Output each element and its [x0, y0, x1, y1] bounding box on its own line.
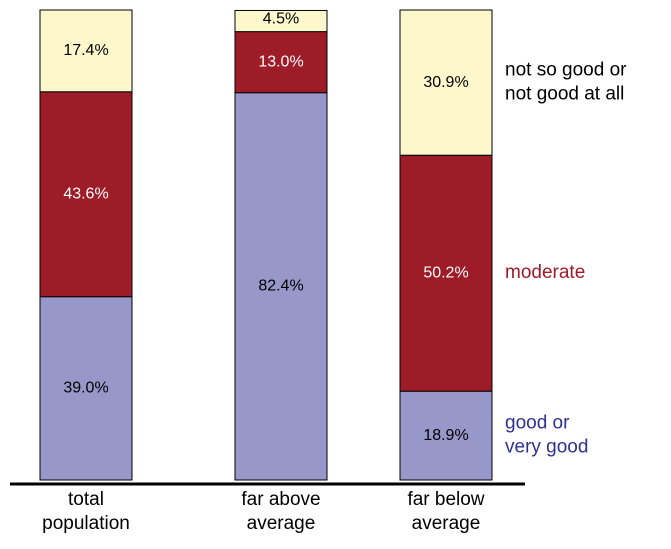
x-tick-label: far above average — [241, 489, 320, 534]
legend-label: good or very good — [505, 413, 588, 458]
value-label: 18.9% — [423, 427, 468, 444]
legend-label: not so good or not good at all — [505, 60, 627, 105]
value-label: 39.0% — [63, 380, 108, 397]
legend-label-line: not good at all — [505, 84, 624, 105]
bar-segment — [399, 9, 493, 156]
legend-label-line: moderate — [505, 262, 585, 283]
bar-segment — [399, 154, 493, 392]
x-tick-label-line: average — [412, 513, 481, 534]
bar-segment — [39, 9, 133, 93]
x-tick-label: far below average — [407, 489, 484, 534]
legend-label-line: very good — [505, 437, 588, 458]
bar-segment — [234, 31, 328, 94]
legend-label-line: not so good or — [505, 60, 627, 81]
legend-label-line: good or — [505, 413, 570, 434]
bar-segment — [399, 390, 493, 481]
bar-segment — [39, 296, 133, 481]
x-tick-label-line: total — [68, 489, 104, 510]
bar-segment — [39, 91, 133, 298]
value-label: 50.2% — [423, 264, 468, 281]
value-label: 30.9% — [423, 74, 468, 91]
x-tick-label: total population — [42, 489, 130, 534]
legend-label: moderate — [505, 262, 585, 283]
value-label: 43.6% — [63, 185, 108, 202]
x-tick-label-line: far above — [241, 489, 320, 510]
value-label: 13.0% — [258, 53, 303, 70]
value-label: 4.5% — [263, 10, 299, 27]
x-tick-label-line: population — [42, 513, 130, 534]
value-label: 17.4% — [63, 42, 108, 59]
x-tick-label-line: average — [247, 513, 316, 534]
value-label: 82.4% — [258, 278, 303, 295]
bar-segment — [234, 9, 328, 33]
bar-segment — [234, 92, 328, 481]
x-tick-label-line: far below — [407, 489, 484, 510]
